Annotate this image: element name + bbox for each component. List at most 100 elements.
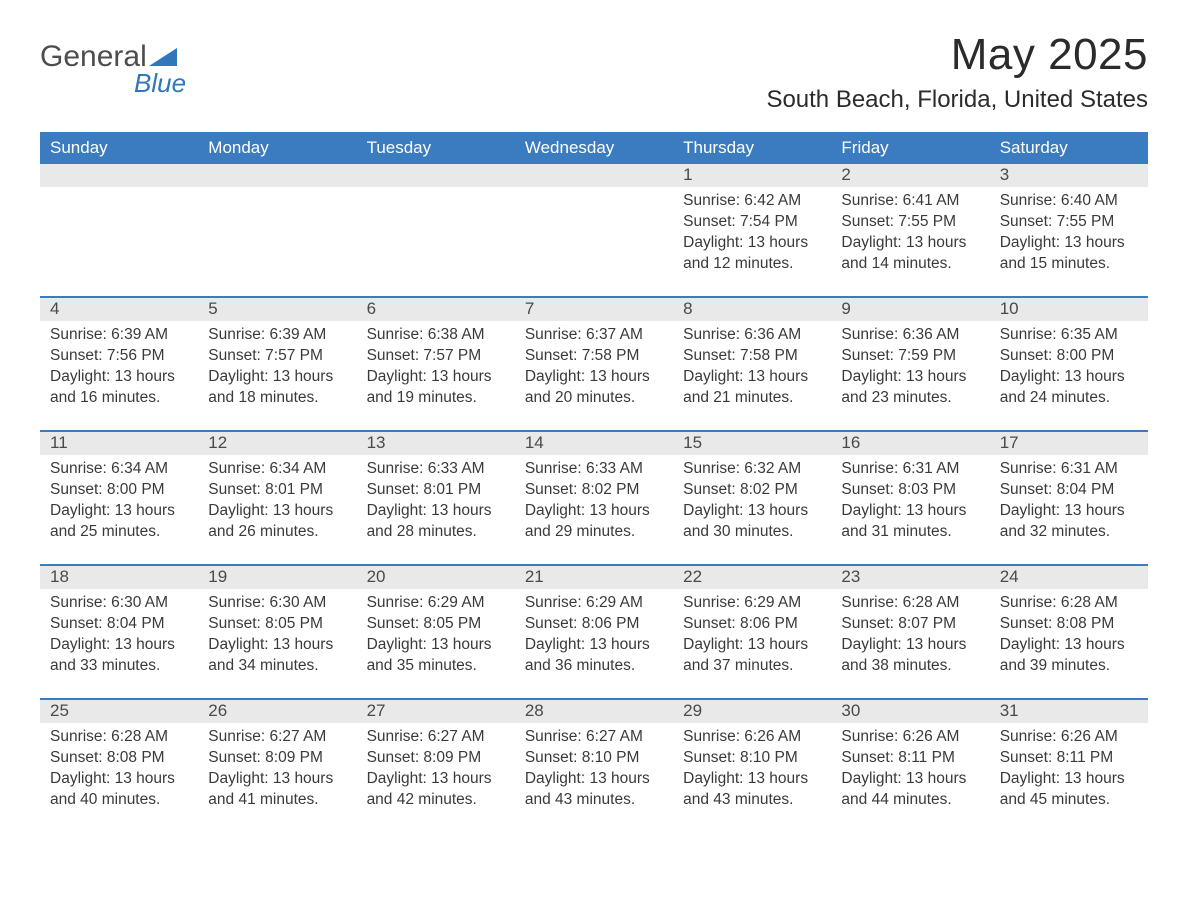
day-number: 2 xyxy=(831,164,989,187)
sunrise-line: Sunrise: 6:31 AM xyxy=(841,459,979,480)
calendar-day: 22Sunrise: 6:29 AMSunset: 8:06 PMDayligh… xyxy=(673,566,831,698)
calendar-week: 11 Sunrise: 6:34 AM Sunset: 8:00 PM Dayligh… xyxy=(40,430,1148,564)
sunrise-line: Sunrise: 6:35 AM xyxy=(1000,325,1138,346)
daylight-line: Daylight: 13 hours and 33 minutes. xyxy=(50,635,188,677)
calendar-day: 14Sunrise: 6:33 AMSunset: 8:02 PMDayligh… xyxy=(515,432,673,564)
daylight-line: Daylight: 13 hours and 19 minutes. xyxy=(367,367,505,409)
daylight-line: Daylight: 13 hours and 34 minutes. xyxy=(208,635,346,677)
day-details: Sunrise: 6:39 AMSunset: 7:56 PMDaylight:… xyxy=(40,325,198,409)
day-number: 25 xyxy=(40,700,198,723)
day-details: Sunrise: 6:26 AMSunset: 8:11 PMDaylight:… xyxy=(990,727,1148,811)
calendar-day xyxy=(40,164,198,296)
sunset-line: Sunset: 8:00 PM xyxy=(50,480,188,501)
sunset-line: Sunset: 8:06 PM xyxy=(683,614,821,635)
day-number: 5 xyxy=(198,298,356,321)
daylight-line: Daylight: 13 hours and 45 minutes. xyxy=(1000,769,1138,811)
sunrise-line: Sunrise: 6:34 AM xyxy=(208,459,346,480)
calendar-day: 25Sunrise: 6:28 AMSunset: 8:08 PMDayligh… xyxy=(40,700,198,832)
daylight-line: Daylight: 13 hours and 37 minutes. xyxy=(683,635,821,677)
calendar-day: 16Sunrise: 6:31 AMSunset: 8:03 PMDayligh… xyxy=(831,432,989,564)
day-details: Sunrise: 6:28 AMSunset: 8:07 PMDaylight:… xyxy=(831,593,989,677)
day-number: 14 xyxy=(515,432,673,455)
calendar-day: 24Sunrise: 6:28 AMSunset: 8:08 PMDayligh… xyxy=(990,566,1148,698)
day-number: 7 xyxy=(515,298,673,321)
daylight-line: Daylight: 13 hours and 38 minutes. xyxy=(841,635,979,677)
dow-cell: Monday xyxy=(198,132,356,164)
day-number: 24 xyxy=(990,566,1148,589)
daylight-line: Daylight: 13 hours and 29 minutes. xyxy=(525,501,663,543)
daylight-line: Daylight: 13 hours and 28 minutes. xyxy=(367,501,505,543)
calendar-day: 19Sunrise: 6:30 AMSunset: 8:05 PMDayligh… xyxy=(198,566,356,698)
sunset-line: Sunset: 8:03 PM xyxy=(841,480,979,501)
sunset-line: Sunset: 8:08 PM xyxy=(50,748,188,769)
calendar-day: 30Sunrise: 6:26 AMSunset: 8:11 PMDayligh… xyxy=(831,700,989,832)
day-details: Sunrise: 6:29 AMSunset: 8:06 PMDaylight:… xyxy=(515,593,673,677)
calendar-day: 21Sunrise: 6:29 AMSunset: 8:06 PMDayligh… xyxy=(515,566,673,698)
day-number: 1 xyxy=(673,164,831,187)
sunset-line: Sunset: 8:11 PM xyxy=(841,748,979,769)
sunrise-line: Sunrise: 6:41 AM xyxy=(841,191,979,212)
calendar-day: 1 Sunrise: 6:42 AMSunset: 7:54 PMDaylight… xyxy=(673,164,831,296)
sunrise-line: Sunrise: 6:39 AM xyxy=(208,325,346,346)
day-number: 23 xyxy=(831,566,989,589)
day-details: Sunrise: 6:37 AMSunset: 7:58 PMDaylight:… xyxy=(515,325,673,409)
daylight-line: Daylight: 13 hours and 40 minutes. xyxy=(50,769,188,811)
sunrise-line: Sunrise: 6:27 AM xyxy=(208,727,346,748)
sunset-line: Sunset: 8:06 PM xyxy=(525,614,663,635)
calendar-week: 25Sunrise: 6:28 AMSunset: 8:08 PMDayligh… xyxy=(40,698,1148,832)
sunrise-line: Sunrise: 6:40 AM xyxy=(1000,191,1138,212)
day-number: 30 xyxy=(831,700,989,723)
calendar-body: 1 Sunrise: 6:42 AMSunset: 7:54 PMDaylight… xyxy=(40,164,1148,832)
sunset-line: Sunset: 8:04 PM xyxy=(50,614,188,635)
sunrise-line: Sunrise: 6:29 AM xyxy=(525,593,663,614)
sunset-line: Sunset: 7:58 PM xyxy=(525,346,663,367)
day-number: 19 xyxy=(198,566,356,589)
sunrise-line: Sunrise: 6:33 AM xyxy=(525,459,663,480)
day-number xyxy=(198,164,356,187)
day-number: 9 xyxy=(831,298,989,321)
sunrise-line: Sunrise: 6:26 AM xyxy=(683,727,821,748)
daylight-line: Daylight: 13 hours and 26 minutes. xyxy=(208,501,346,543)
day-number: 6 xyxy=(357,298,515,321)
day-number: 11 xyxy=(40,432,198,455)
day-number: 27 xyxy=(357,700,515,723)
calendar-day xyxy=(198,164,356,296)
calendar-day: 13Sunrise: 6:33 AMSunset: 8:01 PMDayligh… xyxy=(357,432,515,564)
day-number: 3 xyxy=(990,164,1148,187)
sunset-line: Sunset: 7:55 PM xyxy=(1000,212,1138,233)
sunset-line: Sunset: 7:58 PM xyxy=(683,346,821,367)
sunset-line: Sunset: 8:09 PM xyxy=(208,748,346,769)
calendar-day: 20Sunrise: 6:29 AMSunset: 8:05 PMDayligh… xyxy=(357,566,515,698)
sunrise-line: Sunrise: 6:30 AM xyxy=(50,593,188,614)
daylight-line: Daylight: 13 hours and 35 minutes. xyxy=(367,635,505,677)
day-number xyxy=(515,164,673,187)
calendar-day xyxy=(515,164,673,296)
day-number: 18 xyxy=(40,566,198,589)
sunset-line: Sunset: 7:55 PM xyxy=(841,212,979,233)
sunset-line: Sunset: 8:10 PM xyxy=(683,748,821,769)
sunset-line: Sunset: 7:54 PM xyxy=(683,212,821,233)
sunrise-line: Sunrise: 6:33 AM xyxy=(367,459,505,480)
sunset-line: Sunset: 8:05 PM xyxy=(367,614,505,635)
calendar-day: 31Sunrise: 6:26 AMSunset: 8:11 PMDayligh… xyxy=(990,700,1148,832)
sunset-line: Sunset: 8:07 PM xyxy=(841,614,979,635)
dow-cell: Thursday xyxy=(673,132,831,164)
day-details: Sunrise: 6:42 AMSunset: 7:54 PMDaylight:… xyxy=(673,191,831,275)
sunset-line: Sunset: 7:59 PM xyxy=(841,346,979,367)
daylight-line: Daylight: 13 hours and 30 minutes. xyxy=(683,501,821,543)
calendar-day: 10Sunrise: 6:35 AMSunset: 8:00 PMDayligh… xyxy=(990,298,1148,430)
daylight-line: Daylight: 13 hours and 23 minutes. xyxy=(841,367,979,409)
daylight-line: Daylight: 13 hours and 21 minutes. xyxy=(683,367,821,409)
sunset-line: Sunset: 8:01 PM xyxy=(367,480,505,501)
daylight-line: Daylight: 13 hours and 42 minutes. xyxy=(367,769,505,811)
day-details: Sunrise: 6:41 AMSunset: 7:55 PMDaylight:… xyxy=(831,191,989,275)
calendar-day: 3Sunrise: 6:40 AMSunset: 7:55 PMDaylight… xyxy=(990,164,1148,296)
daylight-line: Daylight: 13 hours and 16 minutes. xyxy=(50,367,188,409)
day-details: Sunrise: 6:35 AMSunset: 8:00 PMDaylight:… xyxy=(990,325,1148,409)
calendar-day: 27Sunrise: 6:27 AMSunset: 8:09 PMDayligh… xyxy=(357,700,515,832)
sunrise-line: Sunrise: 6:36 AM xyxy=(841,325,979,346)
calendar-day: 4Sunrise: 6:39 AMSunset: 7:56 PMDaylight… xyxy=(40,298,198,430)
sunrise-line: Sunrise: 6:27 AM xyxy=(367,727,505,748)
day-details: Sunrise: 6:31 AMSunset: 8:03 PMDaylight:… xyxy=(831,459,989,543)
day-number: 28 xyxy=(515,700,673,723)
